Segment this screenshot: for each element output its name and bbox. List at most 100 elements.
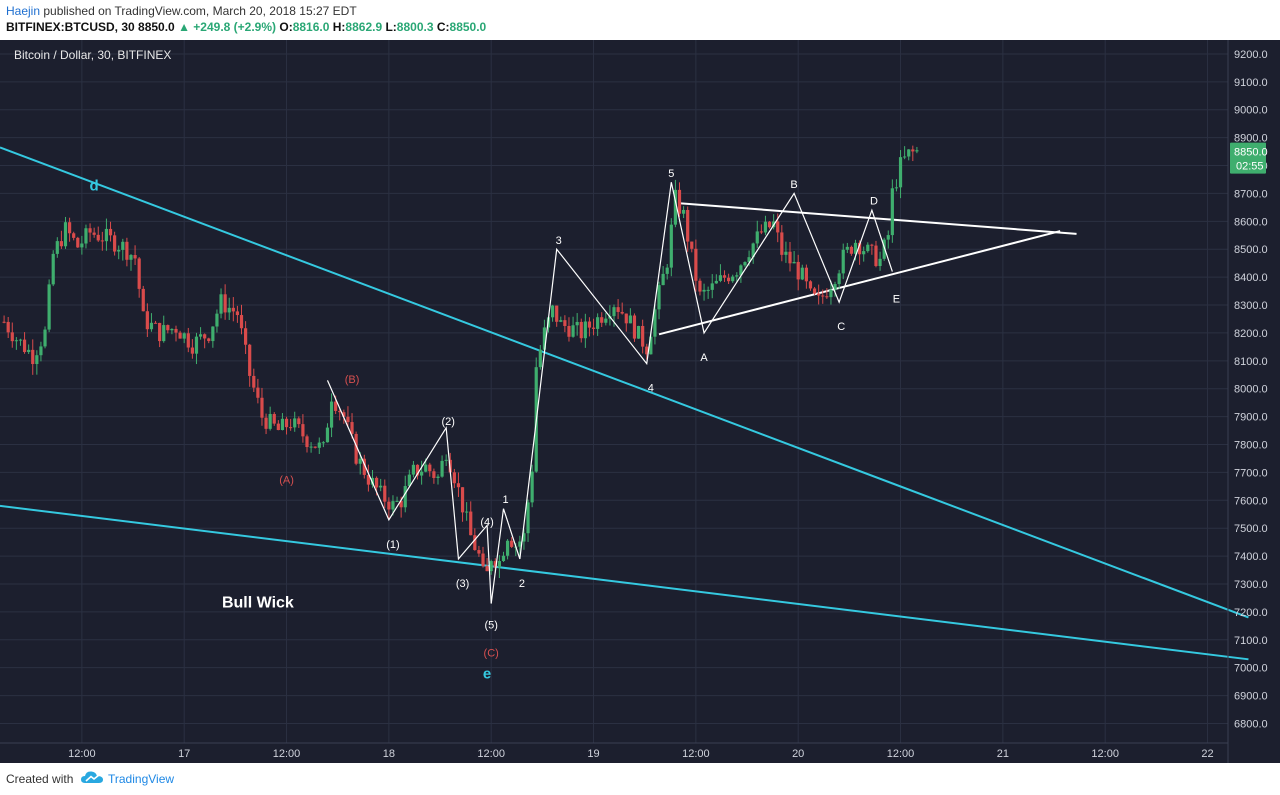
wave-label: C [837,321,845,333]
candle-body [379,485,383,488]
y-tick-label: 7800.0 [1234,440,1268,452]
candle-body [677,189,682,214]
wave-label: E [893,293,900,305]
candle-body [612,307,616,317]
wave-path-abc-correction [326,380,492,604]
price-axis[interactable]: 6800.0 6900.0 7000.0 7100.0 7200.0 7300.0 7400… [1234,49,1268,731]
candle-body [350,422,354,434]
candle-body [530,471,534,503]
candle-body [686,209,690,242]
candle-body [166,325,170,331]
time-axis[interactable]: 12:00 17 12:00 18 12:00 19 12:00 20 12:00 21 12:00… [68,748,1214,760]
wave-label: D [870,196,878,208]
candle-body [260,397,264,418]
candle-body [100,240,104,242]
candle-body [727,277,731,282]
candle-body [301,424,305,437]
author-link[interactable]: Haejin [6,4,41,18]
wave-label: Bull Wick [222,595,294,612]
candle-body [182,333,186,339]
candle-body [649,336,653,355]
tradingview-brand[interactable]: TradingView [108,772,175,786]
candle-body [518,541,522,547]
open-value: 8816.0 [292,20,330,34]
candle-body [354,433,358,464]
candle-body [616,307,620,312]
candle-body [882,239,886,259]
candle-body [444,459,448,461]
high-value: 8862.9 [345,20,383,34]
candle-body [722,275,727,278]
candle-body [485,565,489,572]
candle-body [403,486,407,508]
candle-body [788,251,792,264]
candle-body [702,289,706,292]
candle-body [125,241,129,260]
wave-label: (5) [484,620,497,632]
wave-label: 5 [668,168,674,180]
candle-body [76,237,80,248]
candle-body [657,285,661,310]
wave-label: 3 [556,235,562,247]
footer: Created with TradingView [0,763,1280,795]
candle-body [817,293,821,296]
candle-body [231,307,235,312]
candle-body [366,474,370,485]
wave-label: (3) [456,578,469,590]
candle-body [469,511,473,536]
candle-body [305,436,309,448]
candle-body [211,326,215,342]
candle-body [129,255,133,260]
candle-body [600,317,604,323]
candle-body [362,458,366,475]
candle-body [383,485,387,502]
candle-body [501,555,506,562]
candle-body [555,305,559,322]
candle-body [845,246,849,250]
candle-body [628,315,632,324]
x-tick-label: 12:00 [1091,748,1119,760]
candle-body [190,347,194,354]
candle-body [747,257,751,263]
candle-body [559,320,563,322]
trendline-cyan-lower [0,504,1249,661]
candle-body [72,233,76,238]
last-price-tag-box [1230,142,1266,174]
candle-body [571,325,575,337]
candle-body [289,427,293,429]
last-price-value: 8850.0 [138,20,175,34]
x-tick-label: 18 [383,748,395,760]
wave-label: 4 [648,383,654,395]
candle-body [755,231,759,244]
candle-body [907,149,911,157]
candle-body [43,329,47,347]
candle-body [415,464,420,476]
candle-body [178,332,182,339]
candle-body [796,261,800,280]
tradingview-cloud-icon [81,771,103,783]
candle-body [763,221,768,233]
candle-body [215,313,219,327]
candle-body [158,322,162,342]
candle-body [268,414,272,429]
candle-body [526,502,530,534]
candle-body [862,251,866,255]
candle-body [812,288,817,294]
last-price-tag: 8850.0 02:55 [1230,142,1268,174]
candle-body [739,265,743,276]
candle-body [411,464,416,475]
candle-body [641,325,645,347]
y-tick-label: 7000.0 [1234,663,1268,675]
candle-body [80,243,84,248]
candle-body [358,458,362,464]
candle-body [596,317,600,329]
candle-body [342,412,346,417]
symbol-label: BITFINEX:BTCUSD, 30 [6,20,135,34]
candle-body [395,500,399,502]
candle-body [669,224,673,268]
candle-body [681,209,686,214]
candle-body [387,501,391,510]
published-text: published on TradingView.com, March 20, … [40,4,357,18]
candle-body [420,471,424,476]
price-chart[interactable]: d e Bull Wick (A) (B) (C) (1) (2) (3) (4) (5) 1 2 3 4 5… [0,40,1280,763]
